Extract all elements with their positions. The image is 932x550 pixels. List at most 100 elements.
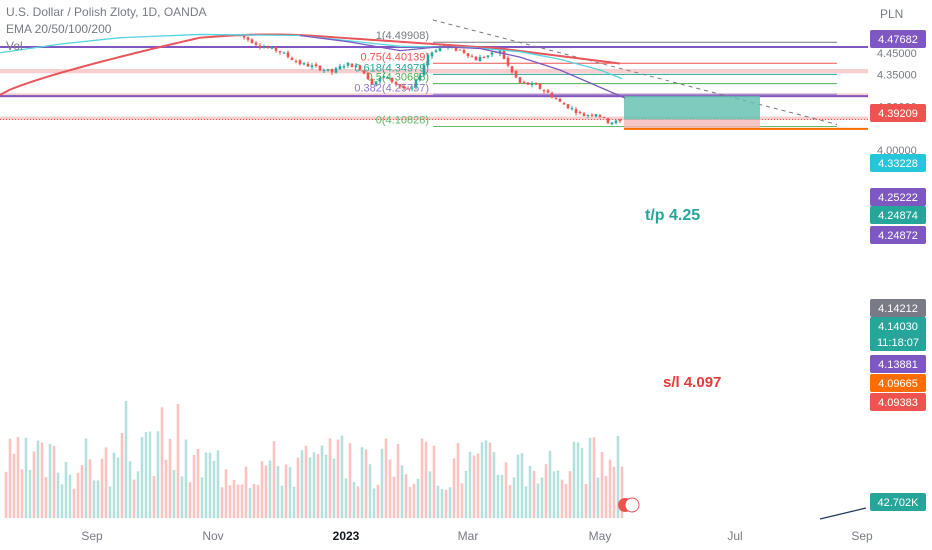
volume-bar bbox=[404, 474, 408, 518]
candle bbox=[386, 76, 390, 79]
candle bbox=[286, 50, 290, 59]
candle bbox=[366, 72, 370, 80]
volume-bar bbox=[288, 467, 292, 518]
volume-bar bbox=[512, 477, 516, 518]
volume-bar bbox=[348, 443, 352, 518]
volume-bar bbox=[504, 462, 508, 518]
volume-bar bbox=[144, 431, 148, 518]
volume-bar bbox=[488, 442, 492, 518]
flag-circle-2 bbox=[624, 497, 640, 513]
candle bbox=[374, 81, 378, 87]
volume-bar bbox=[372, 488, 376, 518]
volume-bar bbox=[132, 479, 136, 518]
candle-body bbox=[594, 114, 598, 117]
volume-bar bbox=[588, 437, 592, 518]
candle-body bbox=[602, 116, 606, 118]
volume-bar bbox=[520, 453, 524, 518]
volume-bar bbox=[612, 466, 616, 518]
volume-bar bbox=[464, 470, 468, 518]
candle bbox=[550, 91, 554, 99]
candle-body bbox=[422, 64, 426, 76]
volume-bar bbox=[580, 447, 584, 518]
volume-bar bbox=[260, 461, 264, 518]
volume-bar bbox=[180, 476, 184, 518]
candle-body bbox=[466, 53, 470, 57]
fib-level-label: 0.618(4.34979) bbox=[354, 62, 429, 74]
volume-bar bbox=[556, 470, 560, 518]
time-axis-label: Mar bbox=[458, 529, 479, 543]
candle-body bbox=[310, 65, 314, 68]
volume-bar bbox=[528, 465, 532, 518]
volume-bar bbox=[128, 461, 132, 518]
price-tag: 4.25222 bbox=[870, 188, 926, 206]
candle bbox=[406, 86, 410, 90]
price-tag: 4.33228 bbox=[870, 154, 926, 172]
candle-body bbox=[362, 70, 366, 74]
candle bbox=[602, 116, 606, 119]
candle-body bbox=[346, 62, 350, 66]
fib-level-label: 0.75(4.40139) bbox=[361, 51, 430, 63]
candle bbox=[302, 62, 306, 66]
price-tag: 4.39209 bbox=[870, 104, 926, 122]
candle-body bbox=[278, 51, 282, 53]
candle-body bbox=[318, 65, 322, 71]
candle bbox=[526, 82, 530, 86]
candle bbox=[358, 64, 362, 71]
candle-body bbox=[490, 52, 494, 55]
candle-body bbox=[550, 92, 554, 98]
volume-bar bbox=[16, 437, 20, 518]
volume-bar bbox=[572, 441, 576, 518]
price-tag: 4.14030 11:18:07 bbox=[870, 317, 926, 351]
price-tag-bg bbox=[870, 299, 926, 317]
volume-bar bbox=[344, 478, 348, 518]
price-tag-bg bbox=[870, 317, 926, 351]
volume-bars bbox=[4, 400, 624, 518]
candle-body bbox=[274, 47, 278, 51]
candle bbox=[362, 70, 366, 75]
volume-bar bbox=[312, 452, 316, 518]
candle bbox=[354, 63, 358, 68]
candle-body bbox=[242, 35, 246, 38]
price-tag: 4.14212 bbox=[870, 299, 926, 317]
candle-body bbox=[334, 68, 338, 73]
candle bbox=[422, 62, 426, 78]
volume-bar bbox=[564, 484, 568, 518]
candle bbox=[346, 62, 350, 68]
ema50-line bbox=[0, 33, 623, 80]
candle bbox=[502, 49, 506, 60]
candle-body bbox=[370, 79, 374, 85]
volume-bar bbox=[396, 444, 400, 518]
ema20-line bbox=[299, 34, 626, 99]
candle bbox=[486, 54, 490, 59]
volume-bar bbox=[412, 483, 416, 518]
time-axis-label: Nov bbox=[202, 529, 223, 543]
volume-bar bbox=[208, 452, 212, 518]
price-tag-value: 4.47682 bbox=[878, 34, 918, 46]
candle-body bbox=[398, 84, 402, 87]
volume-bar bbox=[172, 470, 176, 518]
volume-bar bbox=[160, 407, 164, 518]
candle-body bbox=[382, 76, 386, 78]
candle bbox=[298, 59, 302, 66]
volume-bar bbox=[408, 486, 412, 518]
ema200-line bbox=[0, 33, 621, 96]
price-tag-value: 4.39209 bbox=[878, 108, 918, 120]
volume-bar bbox=[52, 445, 56, 518]
volume-tag: 42.702K bbox=[870, 493, 926, 511]
volume-bar bbox=[476, 453, 480, 518]
volume-bar bbox=[484, 440, 488, 518]
candle bbox=[326, 69, 330, 72]
candle-body bbox=[434, 50, 438, 53]
candle bbox=[594, 113, 598, 118]
time-axis-label: May bbox=[589, 529, 612, 543]
volume-bar bbox=[252, 483, 256, 518]
candle bbox=[586, 114, 590, 119]
volume-bar bbox=[320, 445, 324, 518]
candle-body bbox=[478, 57, 482, 62]
volume-bar bbox=[584, 483, 588, 518]
candle bbox=[462, 48, 466, 55]
price-tag-value: 4.24874 bbox=[878, 210, 918, 222]
volume-bar bbox=[136, 471, 140, 518]
candle bbox=[334, 66, 338, 74]
